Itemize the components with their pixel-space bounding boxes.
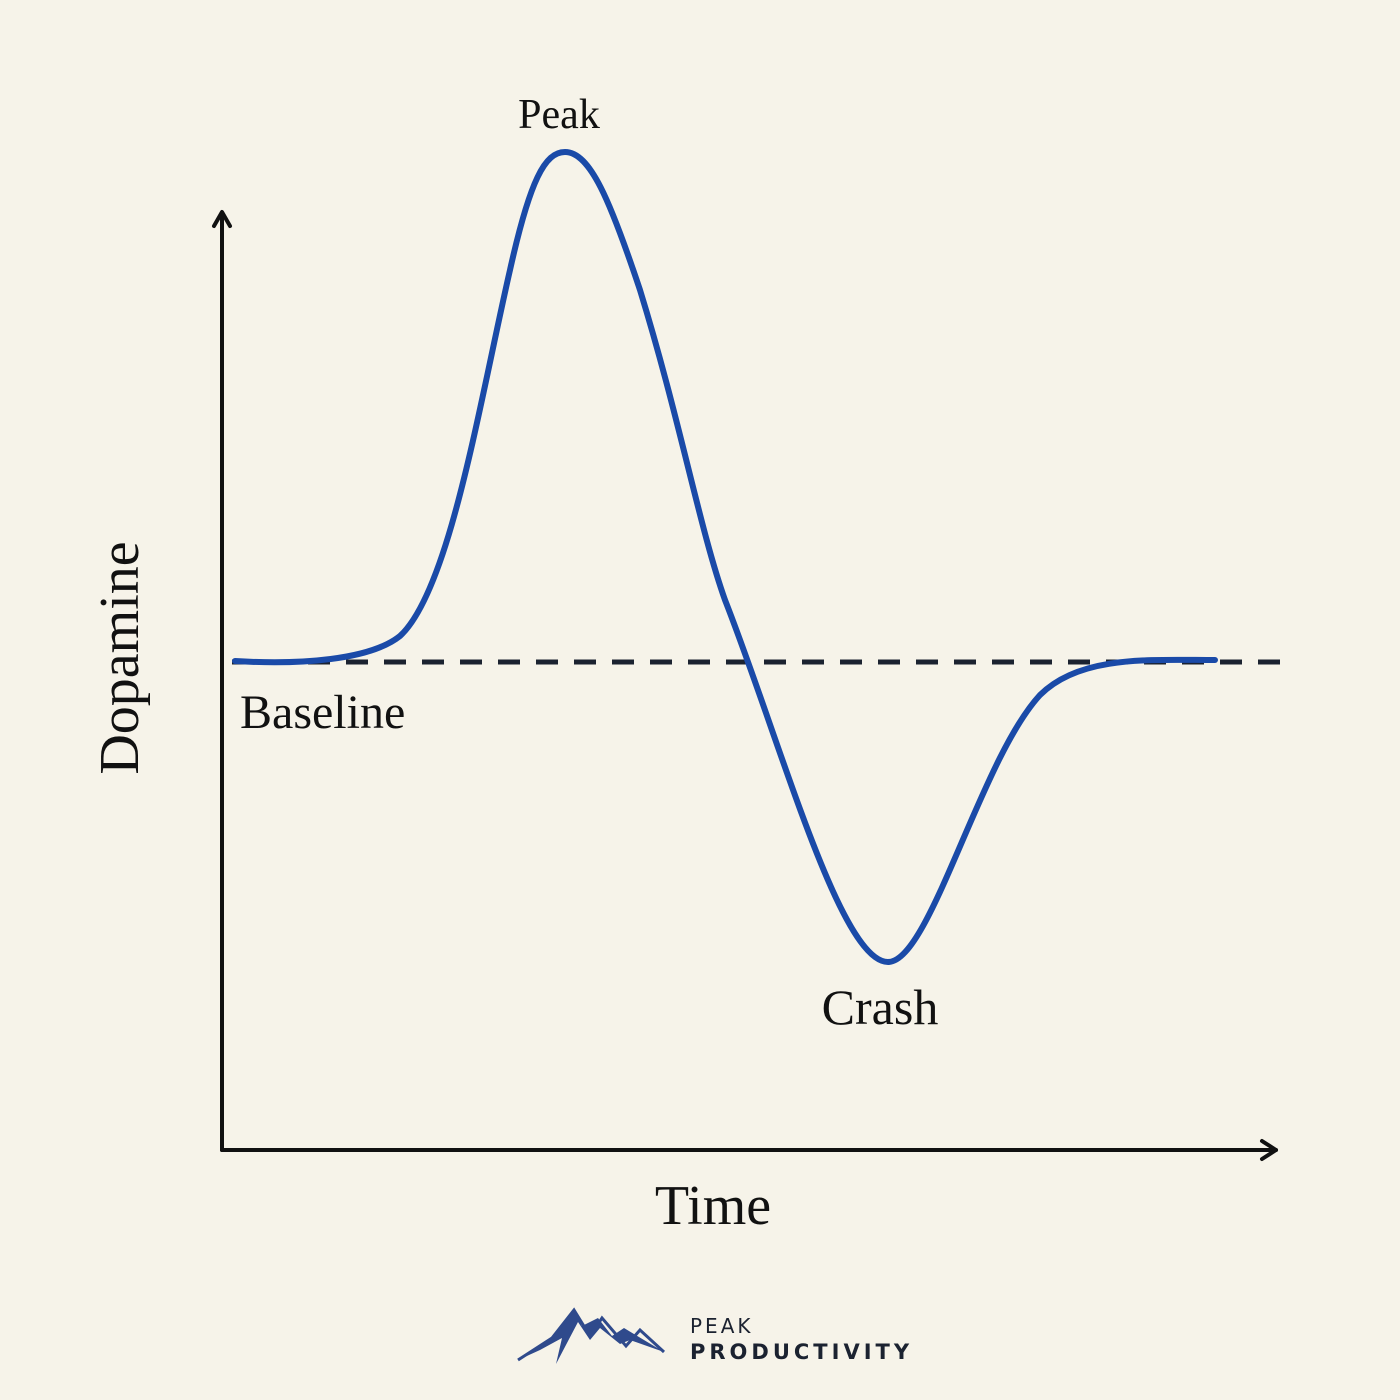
y-axis-label: Dopamine xyxy=(89,541,151,774)
crash-label: Crash xyxy=(822,979,939,1035)
logo-line1: PEAK xyxy=(690,1314,754,1338)
x-axis-arrow xyxy=(1260,1139,1278,1161)
axes xyxy=(212,210,1278,1161)
x-axis-label: Time xyxy=(655,1175,771,1237)
logo-line2: PRODUCTIVITY xyxy=(690,1340,913,1364)
dopamine-curve xyxy=(232,148,1218,966)
peak-label: Peak xyxy=(518,92,600,138)
logo: PEAK PRODUCTIVITY xyxy=(517,1307,913,1364)
y-axis-arrow xyxy=(212,210,232,228)
logo-ridge xyxy=(517,1307,666,1362)
baseline-label: Baseline xyxy=(240,686,405,739)
